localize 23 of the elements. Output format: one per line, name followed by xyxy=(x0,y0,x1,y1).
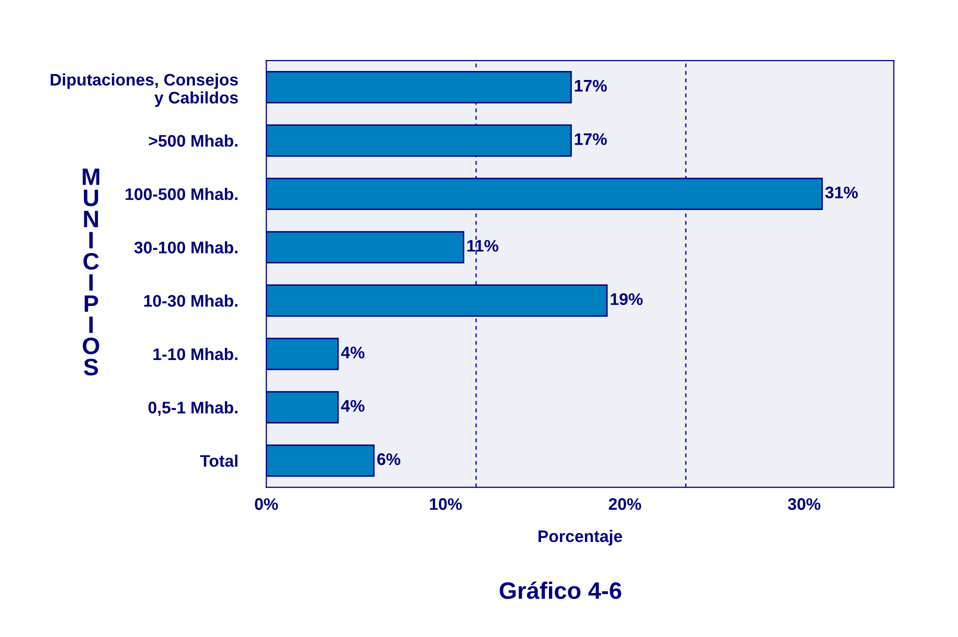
x-tick-label: 20% xyxy=(608,498,642,510)
x-axis-title: Porcentaje xyxy=(538,530,622,546)
data-label: 11% xyxy=(467,240,498,252)
x-tick-label: 30% xyxy=(788,498,820,510)
data-label: 31% xyxy=(825,186,858,198)
data-label: 17% xyxy=(574,133,607,145)
y-tick-label: 10-30 Mhab. xyxy=(144,294,238,307)
data-label: 4% xyxy=(341,346,364,358)
text: MUNICIPIOS xyxy=(82,168,100,376)
y-tick-label: 0,5-1 Mhab. xyxy=(148,401,238,416)
y-tick-label: 1-10 Mhab. xyxy=(153,348,238,360)
data-label: 19% xyxy=(610,293,643,306)
data-label: 17% xyxy=(574,80,607,92)
y-tick-label: Total xyxy=(200,454,238,467)
y-tick-label: 30-100 Mhab. xyxy=(134,241,238,254)
y-tick-label: Diputaciones, Consejos y Cabildos xyxy=(50,73,238,107)
data-label: 6% xyxy=(377,453,400,466)
y-tick-label: >500 Mhab. xyxy=(148,134,238,147)
data-label: 4% xyxy=(341,400,364,412)
x-tick-label: 0% xyxy=(254,498,278,510)
text: Gráfico 4-6 xyxy=(500,581,622,600)
x-tick-label: 10% xyxy=(430,498,462,510)
y-tick-label: 100-500 Mhab. xyxy=(126,188,238,200)
